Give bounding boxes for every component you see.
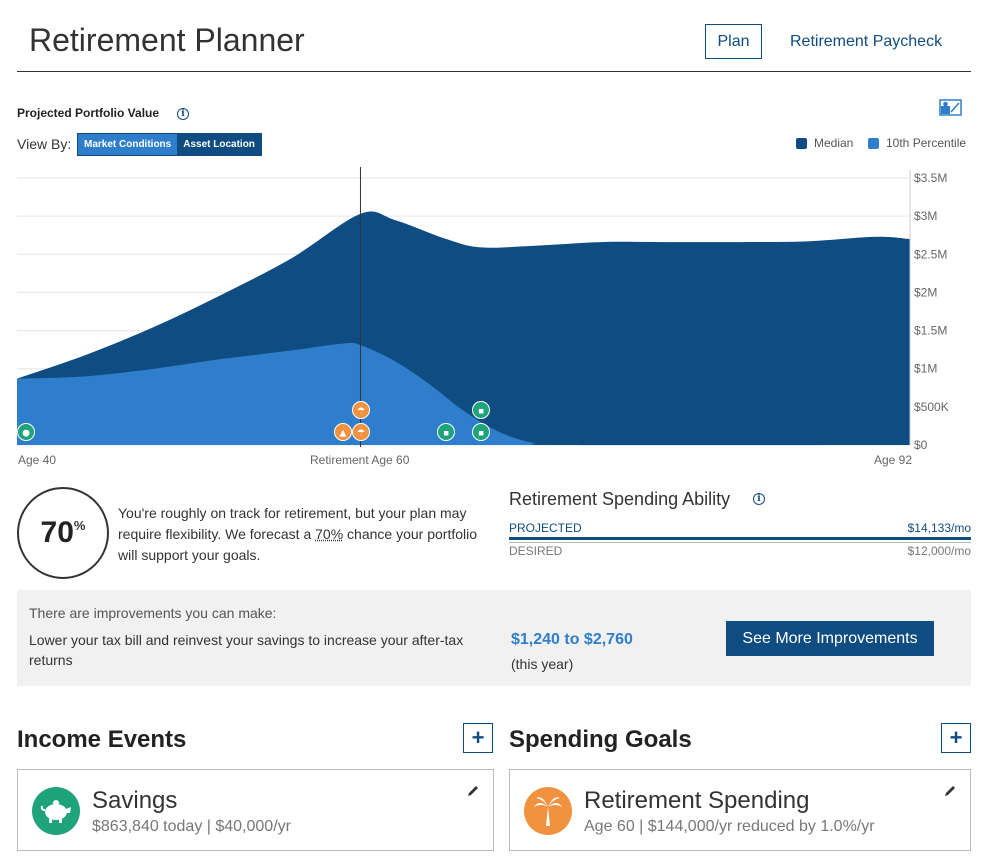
success-score-value: 70 (40, 516, 74, 549)
spending-ability-title: Retirement Spending Ability (509, 489, 731, 509)
y-tick-label: $500K (914, 400, 949, 414)
pencil-icon[interactable] (943, 784, 957, 798)
social-security-icon (437, 423, 455, 441)
view-by-label: View By: (17, 136, 72, 152)
legend-swatch-median (796, 137, 807, 149)
x-axis-label-start: Age 40 (18, 453, 57, 467)
projected-label: PROJECTED (509, 521, 582, 535)
umbrella-icon (352, 401, 370, 419)
on-track-text-after: chance your portfolio will support your … (118, 526, 478, 563)
projected-row: PROJECTED $14,133/mo (509, 521, 971, 540)
piggy-bank-icon-glyph: ● (22, 429, 30, 439)
market-conditions-button[interactable]: Market Conditions (78, 134, 178, 155)
y-tick-label: $2.5M (914, 247, 947, 261)
y-tick-label: $3.5M (914, 171, 947, 185)
palm-tree-icon (524, 787, 572, 835)
umbrella-icon (352, 423, 370, 441)
income-events-title: Income Events (17, 726, 187, 753)
graduation-cap-icon (334, 423, 352, 441)
view-by-toggle: Market Conditions Asset Location (77, 133, 262, 156)
legend-swatch-10th-percentile (868, 137, 879, 149)
add-spending-goal-button[interactable]: + (941, 723, 971, 753)
legend-10th-percentile: 10th Percentile (868, 136, 966, 150)
y-tick-label: $0 (914, 438, 928, 452)
social-security-icon-glyph: ▪ (443, 429, 449, 439)
success-score-gauge: 70% (17, 487, 109, 579)
x-axis-label-end: Age 92 (874, 453, 913, 467)
pension-icon-glyph: ▪ (478, 429, 484, 439)
card-subtitle: Age 60 | $144,000/yr reduced by 1.0%/yr (584, 818, 875, 835)
portfolio-chart[interactable]: $0 $500K $1M $1.5M $2M $2.5M $3M $3.5M ● ☂ ▲ ☂ ▪ ▪ ▪ (0, 160, 986, 460)
pencil-icon[interactable] (466, 784, 480, 798)
x-axis-label-retirement: Retirement Age 60 (310, 453, 410, 467)
card-title: Savings (92, 787, 178, 814)
legend-median: Median (796, 136, 853, 150)
on-track-percent[interactable]: 70% (315, 526, 344, 542)
on-track-text-before: You're roughly on track for retirement, … (118, 505, 467, 542)
tab-plan[interactable]: Plan (705, 24, 762, 59)
success-score-suffix: % (73, 517, 86, 533)
pension-icon (472, 423, 490, 441)
desired-row: DESIRED $12,000/mo (509, 542, 971, 558)
projected-value: $14,133/mo (907, 521, 971, 535)
improvements-text: Lower your tax bill and reinvest your sa… (29, 632, 464, 668)
card-subtitle: $863,840 today | $40,000/yr (92, 818, 291, 835)
add-income-event-button[interactable]: + (463, 723, 493, 753)
y-tick-label: $3M (914, 209, 937, 223)
improvements-amount-note: (this year) (511, 656, 574, 672)
card-title: Retirement Spending (584, 787, 810, 814)
graduation-cap-icon-glyph: ▲ (340, 429, 347, 439)
pension-icon-glyph: ▪ (478, 407, 484, 417)
umbrella-icon-glyph: ☂ (357, 429, 365, 439)
info-icon[interactable]: i (753, 493, 765, 505)
tab-retirement-paycheck[interactable]: Retirement Paycheck (790, 32, 943, 50)
info-icon[interactable]: i (177, 108, 189, 120)
y-tick-label: $2M (914, 285, 937, 299)
y-tick-label: $1M (914, 362, 937, 376)
desired-label: DESIRED (509, 544, 563, 558)
see-more-improvements-button[interactable]: See More Improvements (726, 621, 934, 656)
on-track-message: You're roughly on track for retirement, … (118, 503, 488, 566)
improvements-heading: There are improvements you can make: (29, 605, 277, 621)
umbrella-icon-glyph: ☂ (357, 407, 365, 417)
legend-p10-label: 10th Percentile (886, 136, 967, 150)
desired-value: $12,000/mo (907, 544, 971, 558)
improvements-amount: $1,240 to $2,760 (511, 631, 633, 648)
tenth-percentile-area (17, 342, 910, 446)
income-event-card-savings[interactable]: Savings $863,840 today | $40,000/yr (17, 769, 494, 851)
spending-goals-title: Spending Goals (509, 726, 692, 753)
page-title: Retirement Planner (29, 22, 305, 58)
piggy-bank-icon (17, 423, 35, 441)
asset-location-button[interactable]: Asset Location (177, 134, 261, 155)
portfolio-title: Projected Portfolio Value (17, 106, 160, 120)
improvements-panel: There are improvements you can make: Low… (17, 590, 971, 686)
legend-median-label: Median (814, 136, 854, 150)
pension-icon (472, 401, 490, 419)
spending-goal-card-retirement[interactable]: Retirement Spending Age 60 | $144,000/yr… (509, 769, 971, 851)
page-header: Retirement Planner Plan Retirement Paych… (17, 0, 971, 72)
y-tick-label: $1.5M (914, 324, 947, 338)
piggy-bank-icon (32, 787, 80, 835)
chart-view-toggle-icon[interactable] (939, 99, 962, 116)
